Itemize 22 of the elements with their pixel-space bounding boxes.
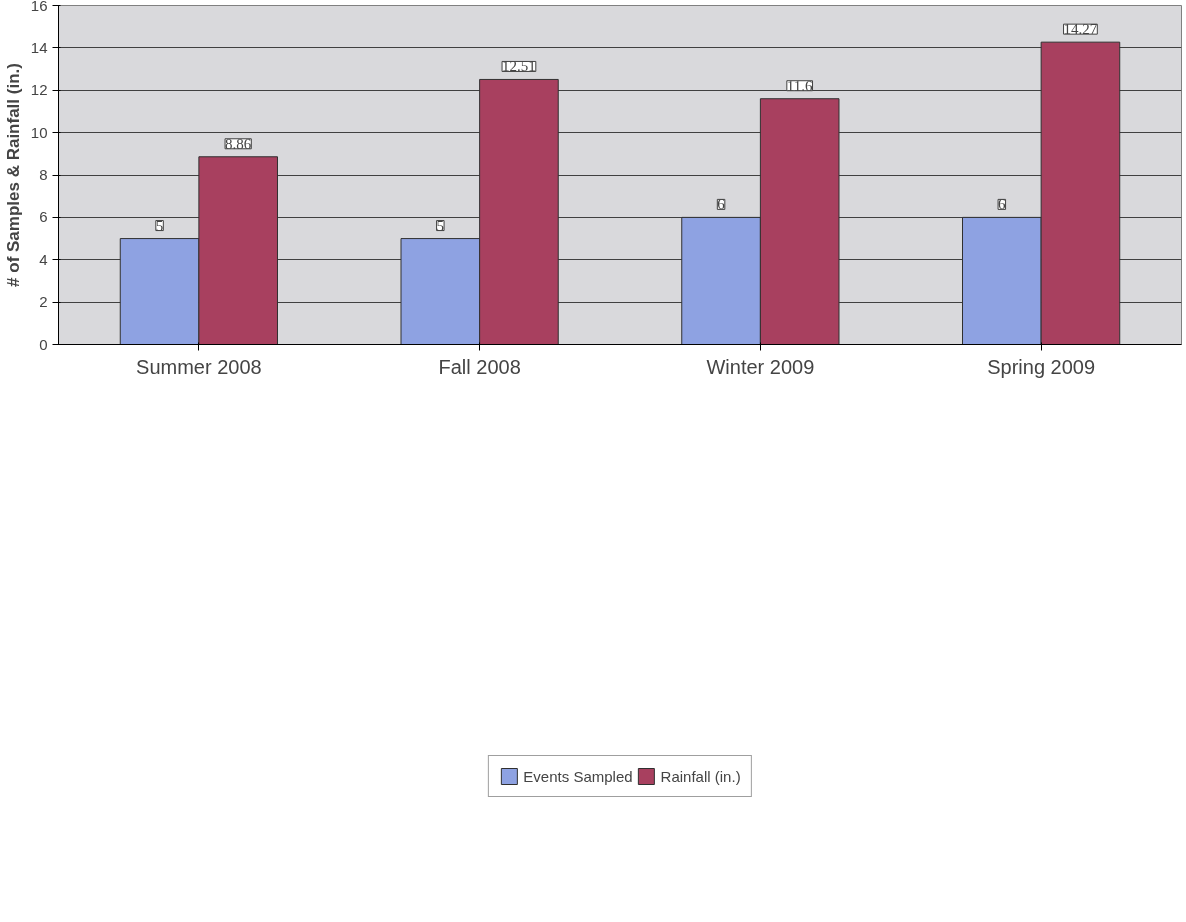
data-label: 5 (436, 217, 445, 234)
y-tick-label: 12 (30, 81, 48, 99)
x-tick-label: Fall 2008 (438, 355, 521, 378)
y-tick-label: 8 (39, 166, 48, 183)
legend-label: Events Sampled (523, 767, 633, 785)
data-label: 14.27 (1063, 21, 1098, 38)
x-tick-label: Summer 2008 (136, 355, 262, 378)
y-tick-label: 2 (39, 293, 48, 311)
y-tick-label: 16 (30, 0, 48, 14)
legend-label: Rainfall (in.) (660, 767, 741, 785)
y-tick-label: 0 (39, 335, 48, 353)
y-tick-label: 4 (39, 250, 48, 268)
y-axis-title: # of Samples & Rainfall (in.) (3, 63, 23, 287)
x-tick-label: Winter 2009 (706, 355, 815, 378)
y-tick-label: 14 (30, 38, 48, 56)
data-label: 11.6 (786, 77, 814, 94)
x-tick-label: Spring 2009 (987, 355, 1096, 378)
data-label: 12.51 (502, 58, 536, 75)
data-label: 8.86 (225, 135, 252, 152)
y-tick-label: 10 (30, 123, 48, 141)
data-label: 5 (155, 217, 164, 234)
y-tick-label: 6 (39, 208, 48, 226)
